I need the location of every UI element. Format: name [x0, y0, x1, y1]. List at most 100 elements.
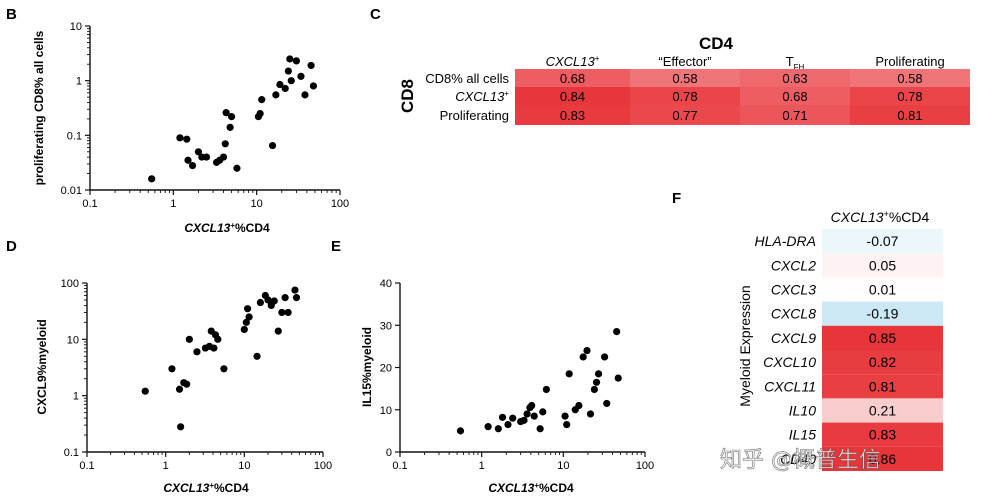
col-header-sub: FH — [794, 63, 805, 72]
row-label-text: CD8% all cells — [425, 71, 509, 86]
y-tick-label: 20 — [380, 363, 392, 375]
scatter-point — [222, 109, 230, 117]
scatter-point — [175, 385, 184, 393]
scatter-point — [613, 327, 621, 336]
heatmap-cell — [630, 87, 740, 105]
scatter-point — [594, 370, 603, 378]
heatmap-cell — [822, 446, 943, 471]
scatter-point — [292, 57, 301, 65]
scatter-point — [286, 55, 294, 63]
gene-label: CXCL11 — [764, 378, 816, 394]
panel-d-letter: D — [6, 238, 17, 255]
panel-d-xlabel: CXCL13+%CD4 — [163, 481, 249, 495]
scatter-point — [586, 410, 595, 418]
scatter-point — [528, 401, 536, 410]
panel-f-header-gene: CXCL13 — [831, 209, 884, 225]
scatter-point — [276, 80, 284, 89]
x-tick-label: 1 — [170, 198, 176, 210]
x-tick-label: 10 — [557, 460, 569, 472]
scatter-point — [177, 423, 185, 431]
scatter-point — [240, 325, 248, 334]
heatmap-cell — [822, 398, 943, 423]
heatmap-cell-value: 0.83 — [560, 108, 585, 123]
y-tick-label: 40 — [380, 278, 392, 290]
scatter-point — [233, 164, 241, 172]
heatmap-cell — [822, 325, 943, 350]
scatter-point — [520, 416, 528, 424]
y-tick-label: 0 — [386, 447, 392, 459]
row-label-sup: + — [504, 89, 509, 98]
scatter-point — [242, 318, 250, 326]
col-header: “Effector” — [658, 54, 711, 69]
heatmap-cell — [630, 105, 740, 125]
scatter-point — [563, 420, 571, 429]
row-label-text: CXCL13 — [455, 89, 505, 104]
heatmap-cell-value: 0.78 — [672, 89, 697, 104]
x-tick-label: 1 — [479, 460, 485, 472]
x-tick-label: 100 — [314, 460, 332, 472]
panel-d-xlabel-sup: + — [209, 481, 214, 490]
heatmap-cell-value: -0.19 — [867, 306, 899, 322]
scatter-point — [221, 140, 229, 148]
gene-label: CXCL10 — [763, 354, 816, 370]
panel-c: C CD4 CD8 CXCL13+ “Effector” TFH Proliferat… — [370, 6, 970, 125]
panel-f-cells: HLA-DRA -0.07 CXCL2 0.05 CXCL3 0.01 CXCL8 -0.19… — [755, 229, 943, 471]
scatter-point — [194, 148, 203, 156]
watermark-text: 知乎 @概普生信 — [720, 448, 881, 473]
scatter-point — [536, 425, 544, 433]
heatmap-cell-value: 0.05 — [869, 257, 896, 273]
panel-c-col-headers: CXCL13+ “Effector” TFH Proliferating — [546, 54, 945, 72]
scatter-point — [291, 286, 299, 294]
scatter-point — [542, 385, 550, 394]
col-header: TFH — [786, 54, 805, 72]
panel-e-ylabel: IL15%myeloid — [360, 327, 374, 407]
gene-label: CXCL9 — [771, 330, 816, 346]
scatter-point — [284, 67, 292, 75]
y-tick-label: 1 — [76, 76, 82, 88]
heatmap-cell-value: 0.82 — [869, 354, 896, 370]
panel-b-xlabel: CXCL13+%CD4 — [184, 221, 270, 235]
scatter-point — [494, 425, 502, 433]
scatter-point — [579, 353, 587, 361]
scatter-point — [243, 305, 252, 313]
panel-b-letter: B — [6, 6, 17, 23]
row-label-text: Proliferating — [440, 108, 509, 123]
heatmap-cell-value: -0.07 — [867, 233, 899, 249]
scatter-point — [614, 374, 622, 382]
scatter-point — [176, 134, 184, 142]
panel-e-axes: 0.1 1 10 100 0 10 20 30 40 — [380, 278, 654, 472]
scatter-point — [202, 153, 211, 161]
y-tick-label: 10 — [70, 21, 82, 33]
scatter-point — [268, 141, 277, 150]
panel-d: D 0.1 1 10 100 0.1 1 10 100 CXCL13+%CD4 CXCL9%m… — [6, 238, 332, 495]
scatter-point — [264, 296, 272, 304]
col-header: Proliferating — [875, 54, 944, 69]
x-tick-label: 0.1 — [79, 460, 94, 472]
y-tick-label: 10 — [67, 334, 79, 346]
heatmap-cell-value: 0.63 — [782, 71, 807, 86]
scatter-point — [504, 420, 512, 429]
scatter-point — [185, 335, 193, 343]
row-label: CD8% all cells — [425, 71, 509, 86]
scatter-point — [258, 96, 266, 104]
x-tick-label: 0.1 — [392, 460, 407, 472]
scatter-point — [539, 408, 547, 416]
scatter-point — [220, 365, 228, 373]
heatmap-cell — [515, 87, 630, 105]
scatter-point — [256, 298, 264, 307]
col-header: CXCL13+ — [546, 54, 600, 69]
heatmap-cell — [850, 69, 970, 87]
panel-b-xlabel-suffix: %CD4 — [235, 221, 270, 235]
panel-f-header-sup: + — [884, 209, 889, 219]
scatter-point — [301, 91, 309, 99]
panel-d-ylabel: CXCL9%myeloid — [35, 319, 49, 414]
gene-label: IL15 — [789, 427, 816, 443]
panel-f-header: CXCL13+%CD4 — [831, 209, 930, 225]
heatmap-cell — [740, 69, 850, 87]
scatter-point — [272, 91, 280, 99]
heatmap-cell-value: 0.58 — [897, 71, 922, 86]
panel-b-xlabel-gene: CXCL13 — [184, 221, 230, 235]
scatter-point — [281, 294, 289, 302]
scatter-point — [292, 294, 301, 302]
col-header-text: “Effector” — [658, 54, 711, 69]
